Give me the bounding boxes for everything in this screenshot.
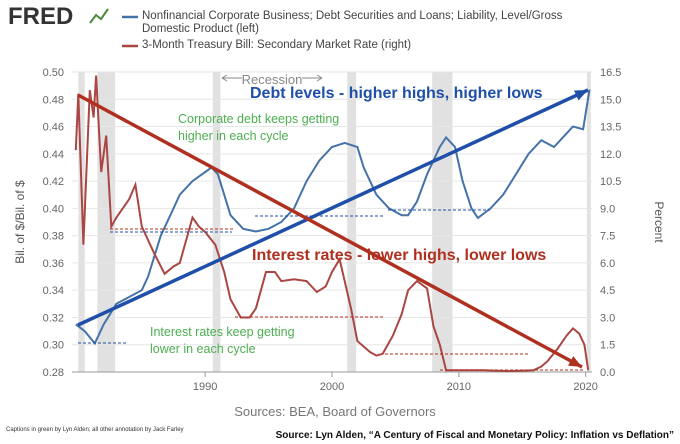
credit: Captions in green by Lyn Alden; all othe… [6,427,184,433]
y2-tick-label: 15.0 [600,94,621,106]
footer-source: Source: Lyn Alden, “A Century of Fiscal … [276,430,674,441]
x-tick-label: 2020 [573,381,597,393]
series-line [75,89,591,346]
y2-tick-label: 13.5 [600,122,621,134]
recession-band [212,72,221,372]
annotation: Interest rates keep getting lower in each… [150,325,295,356]
annotation: Debt levels - higher highs, higher lows [250,85,543,102]
y-tick-label: 0.30 [43,340,64,352]
logo: FRED [8,3,73,30]
y2-axis-label: Percent [652,201,666,243]
y2-tick-label: 9.0 [600,203,615,215]
y-tick-label: 0.28 [43,367,64,379]
y2-tick-label: 3.0 [600,312,615,324]
recession-band [586,72,591,372]
annotation: Interest rates - lower highs, lower lows [252,247,546,264]
trend-arrow [77,93,583,369]
annotation: Corporate debt keeps getting higher in ea… [178,112,339,143]
y2-tick-label: 1.5 [600,340,615,352]
y-tick-label: 0.36 [43,258,64,270]
y2-tick-label: 6.0 [600,258,615,270]
x-tick-label: 2000 [320,381,344,393]
y-tick-label: 0.50 [43,67,64,79]
y2-tick-label: 7.5 [600,231,615,243]
recession-band [78,72,85,372]
y-tick-label: 0.46 [43,122,64,134]
y2-tick-label: 12.0 [600,149,621,161]
y2-tick-label: 0.0 [600,367,615,379]
y2-tick-label: 10.5 [600,176,621,188]
y2-tick-label: 16.5 [600,67,621,79]
x-tick-label: 2010 [447,381,471,393]
y-axis-label: Bil. of $/Bil. of $ [13,180,27,264]
y-tick-label: 0.48 [43,94,64,106]
series-line [74,75,590,373]
recession-arrow [221,74,323,82]
recession-band [97,72,116,372]
recession-label: Recession [242,72,303,87]
y-tick-label: 0.32 [43,312,64,324]
y-tick-label: 0.38 [43,231,64,243]
legend-entry: Nonfinancial Corporate Business; Debt Se… [142,10,563,35]
y-tick-label: 0.44 [43,149,64,161]
trend-arrowhead [568,356,582,367]
legend-entry: 3-Month Treasury Bill: Secondary Market … [142,39,412,51]
sources: Sources: BEA, Board of Governors [234,404,436,419]
y-tick-label: 0.34 [43,285,64,297]
y2-tick-label: 4.5 [600,285,615,297]
y-tick-label: 0.40 [43,203,64,215]
recession-band [432,72,453,372]
trend-arrow [77,88,589,327]
x-tick-label: 1990 [193,381,217,393]
y-tick-label: 0.42 [43,176,64,188]
recession-band [347,72,357,372]
logo-icon [89,8,109,24]
trend-arrowhead [574,90,588,101]
